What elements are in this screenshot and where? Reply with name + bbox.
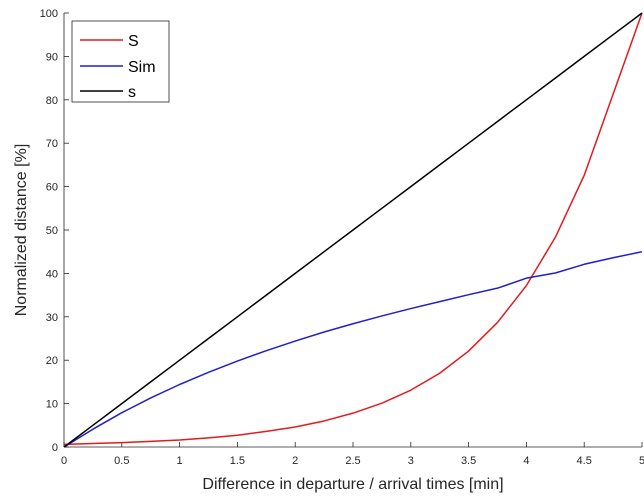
y-tick-label: 60 — [46, 182, 58, 194]
legend-box — [71, 20, 170, 103]
x-tick-label: 4.5 — [577, 455, 592, 467]
y-axis-label: Normalized distance [%] — [13, 144, 30, 317]
series-line-s-upper — [63, 12, 643, 446]
y-tick-label: 100 — [40, 8, 58, 20]
y-tick-label: 90 — [46, 51, 58, 63]
x-tick-label: 2.5 — [345, 455, 360, 467]
x-tick-label: 1.5 — [230, 455, 245, 467]
y-tick-label: 0 — [52, 442, 58, 454]
x-tick-label: 3.5 — [461, 455, 476, 467]
legend: S Sim s — [71, 20, 170, 103]
y-tick-label: 30 — [46, 312, 58, 324]
x-tick-label: 0 — [61, 455, 67, 467]
x-tick-label: 3 — [408, 455, 414, 467]
y-tick-label: 70 — [46, 138, 58, 150]
x-axis-label: Difference in departure / arrival times … — [202, 476, 503, 493]
x-tick-label: 5 — [639, 455, 644, 467]
tick-labels: 0 0.5 1 1.5 2 2.5 3 3.5 4 4.5 50102030405060708090… — [40, 8, 644, 467]
x-tick-label: 1 — [177, 455, 183, 467]
y-tick-label: 80 — [46, 95, 58, 107]
axes — [63, 12, 643, 448]
x-tick-label: 0.5 — [114, 455, 129, 467]
series-lines — [63, 12, 643, 448]
x-tick-label: 4 — [523, 455, 529, 467]
y-tick-label: 20 — [46, 355, 58, 367]
y-tick-label: 40 — [46, 268, 58, 280]
legend-label-sim: Sim — [128, 59, 156, 76]
y-tick-label: 50 — [46, 225, 58, 237]
series-line-sim — [63, 250, 643, 448]
series-line-s-lower — [63, 12, 643, 448]
y-tick-label: 10 — [46, 399, 58, 411]
legend-label-s-upper: S — [128, 33, 139, 50]
legend-label-s-lower: s — [128, 84, 136, 101]
x-tick-label: 2 — [292, 455, 298, 467]
